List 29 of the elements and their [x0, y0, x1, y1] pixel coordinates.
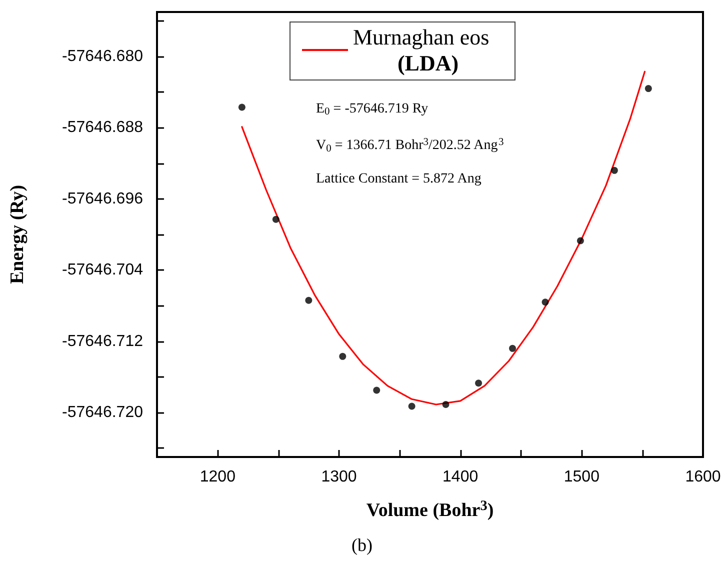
point: [272, 216, 280, 223]
point: [542, 298, 549, 306]
point: [408, 402, 416, 410]
point: [509, 344, 516, 352]
y-tick-label: -57646.680: [62, 48, 144, 65]
point: [339, 352, 346, 360]
y-tick-label: -57646.688: [62, 119, 144, 136]
legend-label: Murnaghan eos: [353, 24, 490, 50]
x-tick-label: 1500: [564, 468, 600, 486]
x-tick-label: 1600: [685, 468, 721, 486]
point: [373, 386, 380, 394]
point: [305, 296, 312, 304]
y-tick-label: -57646.712: [62, 332, 144, 350]
point: [442, 400, 450, 408]
point: [644, 85, 652, 92]
legend-title: (LDA): [397, 50, 459, 76]
y-tick-label: -57646.696: [62, 190, 144, 208]
annotation: Lattice Constant = 5.872 Ang: [316, 172, 482, 186]
y-tick-label: -57646.720: [62, 404, 144, 421]
x-tick-label: 1300: [321, 468, 357, 486]
point: [610, 166, 618, 174]
point: [475, 380, 482, 387]
y-tick-label: -57646.704: [62, 262, 144, 279]
x-tick-label: 1200: [200, 468, 236, 486]
point: [576, 237, 584, 244]
y-axis-title: Energy (Ry): [7, 184, 28, 284]
text: (b): [352, 535, 373, 555]
x-tick-label: 1400: [442, 468, 478, 486]
point: [238, 104, 246, 111]
